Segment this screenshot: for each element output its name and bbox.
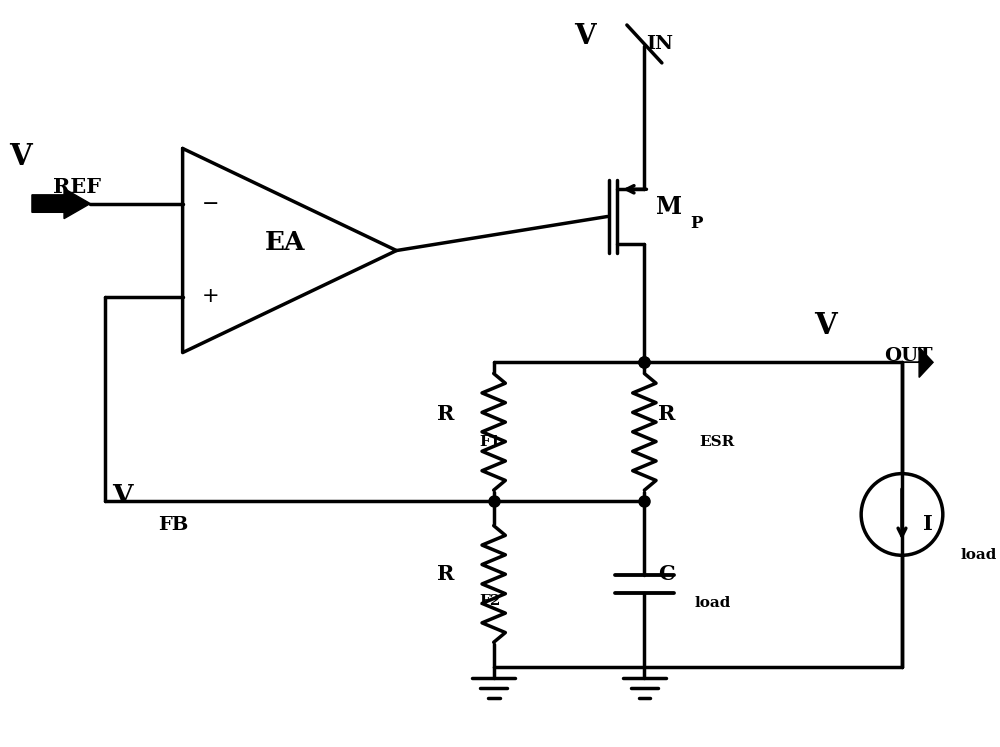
Text: $+$: $+$ [201,285,219,306]
Text: OUT: OUT [884,347,933,365]
Text: EA: EA [264,230,305,255]
Text: R: R [437,564,455,584]
Text: F1: F1 [479,435,501,448]
Polygon shape [32,188,90,219]
Text: ESR: ESR [700,435,735,448]
Text: REF: REF [53,177,101,197]
Text: $-$: $-$ [201,192,218,211]
Text: M: M [656,195,682,219]
Text: load: load [695,596,731,610]
Text: I: I [923,514,933,534]
Text: V: V [10,143,32,171]
Text: R: R [437,404,455,424]
Polygon shape [902,347,933,377]
Text: F2: F2 [479,595,500,609]
Text: R: R [658,404,675,424]
Text: P: P [690,215,702,232]
Text: V: V [574,23,596,50]
Text: IN: IN [646,35,673,54]
Text: C: C [658,564,675,584]
Text: V: V [814,311,837,340]
Text: FB: FB [158,515,189,533]
Text: load: load [960,548,997,562]
Text: V: V [112,483,132,508]
